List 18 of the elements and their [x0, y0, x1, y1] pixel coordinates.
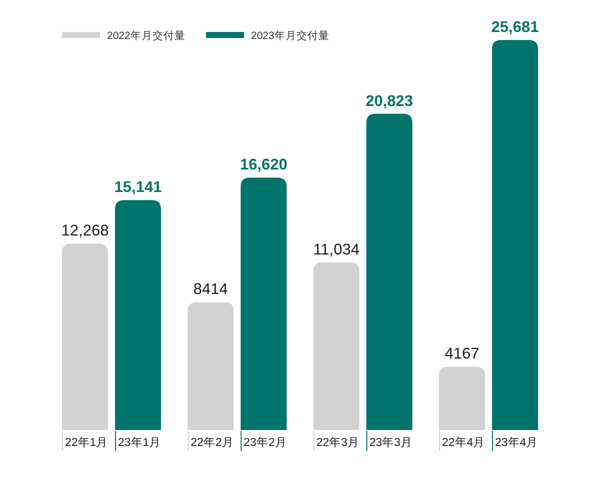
data-label: 12,268: [61, 222, 109, 240]
data-label: 20,823: [366, 92, 414, 110]
x-tick-label: 22年2月: [190, 436, 234, 449]
legend-label: 2022年月交付量: [107, 29, 186, 42]
x-tick-label: 23年3月: [369, 436, 413, 449]
data-label: 4167: [444, 346, 480, 363]
data-label: 16,620: [240, 156, 288, 174]
x-tick-label: 22年3月: [316, 436, 360, 449]
data-label: 8414: [193, 281, 228, 298]
x-tick-label: 23年4月: [495, 436, 538, 449]
legend-label: 2023年月交付量: [251, 29, 330, 42]
x-tick-label: 23年2月: [244, 436, 287, 449]
x-tick-label: 22年1月: [65, 436, 108, 449]
x-tick-label: 22年4月: [442, 436, 486, 449]
data-label: 11,034: [313, 241, 360, 258]
data-label: 25,681: [491, 19, 540, 36]
data-label: 15,141: [114, 179, 162, 196]
x-tick-label: 23年1月: [118, 436, 162, 449]
